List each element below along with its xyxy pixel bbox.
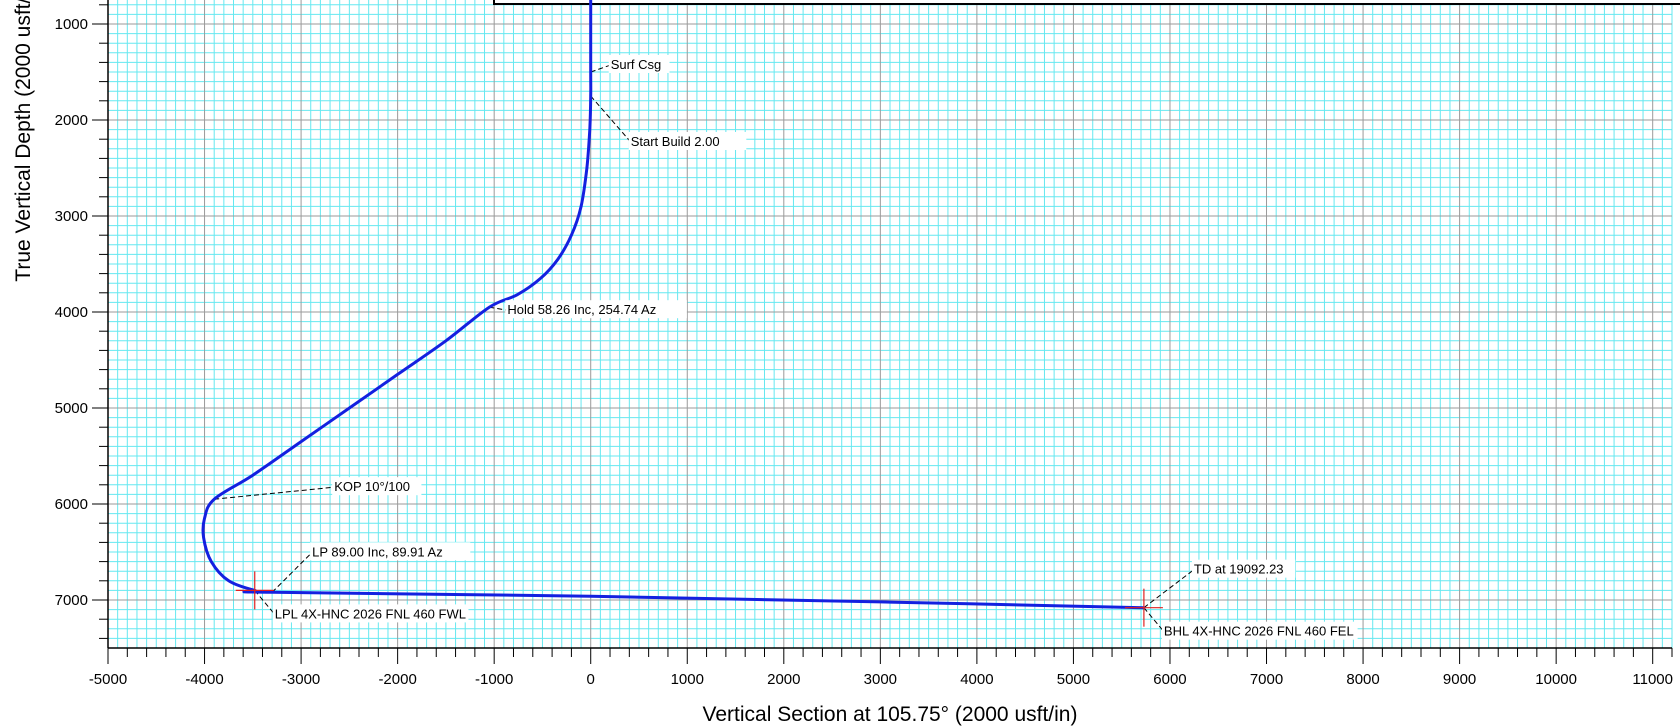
annotation-label-bg — [1161, 621, 1358, 640]
x-tick-label: 5000 — [1057, 671, 1090, 688]
x-tick-label: 3000 — [864, 671, 897, 688]
y-tick-label: 6000 — [55, 496, 88, 513]
x-tick-label: -2000 — [378, 671, 416, 688]
targets-layer — [235, 571, 1163, 627]
x-tick-label: 4000 — [960, 671, 993, 688]
annotation-label-bg — [272, 604, 469, 623]
y-tick-label: 4000 — [55, 304, 88, 321]
y-tick-label: 2000 — [55, 112, 88, 129]
x-tick-label: 8000 — [1346, 671, 1379, 688]
annotation-leaders — [214, 64, 1195, 633]
y-axis-ticks: 1000 2000 3000 4000 5000 6000 7000 — [55, 4, 108, 639]
annotation-leader-line — [590, 64, 611, 73]
annotation-label-bg — [628, 132, 747, 150]
wellpath-line — [201, 0, 1146, 610]
x-tick-label: 2000 — [767, 671, 800, 688]
x-tick-label: 6000 — [1153, 671, 1186, 688]
x-tick-label: 0 — [587, 671, 595, 688]
annotation-leader-line — [254, 590, 276, 615]
annotation-label-bg — [505, 300, 687, 319]
annotation-label-bg — [310, 542, 471, 561]
minor-grid — [108, 0, 1673, 649]
annotation-leader-line — [1143, 569, 1195, 609]
annotation-label-bg — [332, 477, 422, 496]
annotation-leader-line — [590, 95, 632, 143]
x-tick-label: 9000 — [1443, 671, 1476, 688]
annotation-label-bg — [608, 55, 670, 73]
annotation-label: TD at 19092.23 — [1194, 562, 1284, 577]
x-tick-label: -5000 — [89, 671, 127, 688]
y-tick-label: 1000 — [55, 16, 88, 33]
x-tick-label: -1000 — [475, 671, 513, 688]
x-tick-label: 10000 — [1535, 671, 1577, 688]
legend-box — [493, 0, 1680, 5]
x-tick-label: 1000 — [671, 671, 704, 688]
annotation-label: LP 89.00 Inc, 89.91 Az — [312, 544, 443, 559]
x-axis-title: Vertical Section at 105.75° (2000 usft/i… — [703, 703, 1078, 726]
annotation-label: LPL 4X-HNC 2026 FNL 460 FWL — [275, 606, 466, 621]
x-tick-label: 11000 — [1632, 671, 1673, 688]
annotation-leader-line — [489, 306, 508, 311]
annotation-label: Hold 58.26 Inc, 254.74 Az — [507, 302, 656, 317]
annotation-leader-line — [271, 551, 313, 593]
y-tick-label: 7000 — [55, 592, 88, 609]
annotation-label: BHL 4X-HNC 2026 FNL 460 FEL — [1164, 624, 1354, 639]
annotation-leader-line — [214, 486, 335, 500]
y-tick-label: 3000 — [55, 208, 88, 225]
x-tick-label: 7000 — [1250, 671, 1283, 688]
annotation-label-bg — [1191, 559, 1296, 578]
y-axis-title: True Vertical Depth (2000 usft/in) — [12, 0, 35, 282]
major-grid — [107, 0, 1672, 648]
annotation-label: Surf Csg — [611, 57, 662, 72]
y-tick-label: 5000 — [55, 400, 88, 417]
annotation-label: KOP 10°/100 — [334, 479, 410, 494]
axes — [107, 0, 1672, 649]
x-tick-label: -3000 — [282, 671, 320, 688]
annotation-labels: Surf Csg Start Build 2.00 Hold 58.26 Inc, … — [272, 55, 1358, 640]
x-tick-label: -4000 — [185, 671, 223, 688]
annotation-label: Start Build 2.00 — [631, 134, 720, 149]
annotation-leader-line — [1143, 607, 1165, 633]
series-layer — [201, 0, 1146, 610]
x-axis-ticks: -5000 -4000 -3000 -2000 -1000 0 1000 2000 3000 40… — [89, 648, 1673, 688]
